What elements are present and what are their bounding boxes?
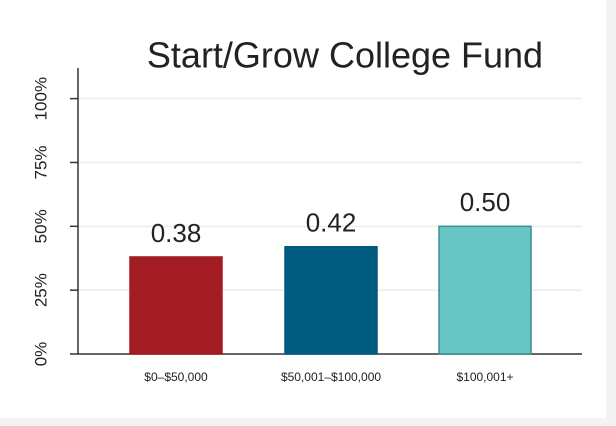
y-tick-label: 50% — [31, 209, 50, 243]
bar — [129, 256, 223, 355]
y-tick-label: 25% — [31, 273, 50, 307]
value-label: 0.50 — [460, 187, 511, 217]
value-label: 0.38 — [151, 218, 202, 248]
value-label: 0.42 — [306, 208, 357, 238]
y-tick-label: 100% — [31, 77, 50, 120]
y-tick-label: 75% — [31, 145, 50, 179]
bar — [284, 246, 378, 355]
y-tick-label: 0% — [31, 342, 50, 367]
x-tick-label: $50,001–$100,000 — [281, 370, 381, 384]
x-tick-label: $0–$50,000 — [144, 370, 208, 384]
chart-title: Start/Grow College Fund — [147, 35, 543, 76]
x-tick-label: $100,001+ — [456, 370, 513, 384]
bar — [438, 225, 532, 355]
